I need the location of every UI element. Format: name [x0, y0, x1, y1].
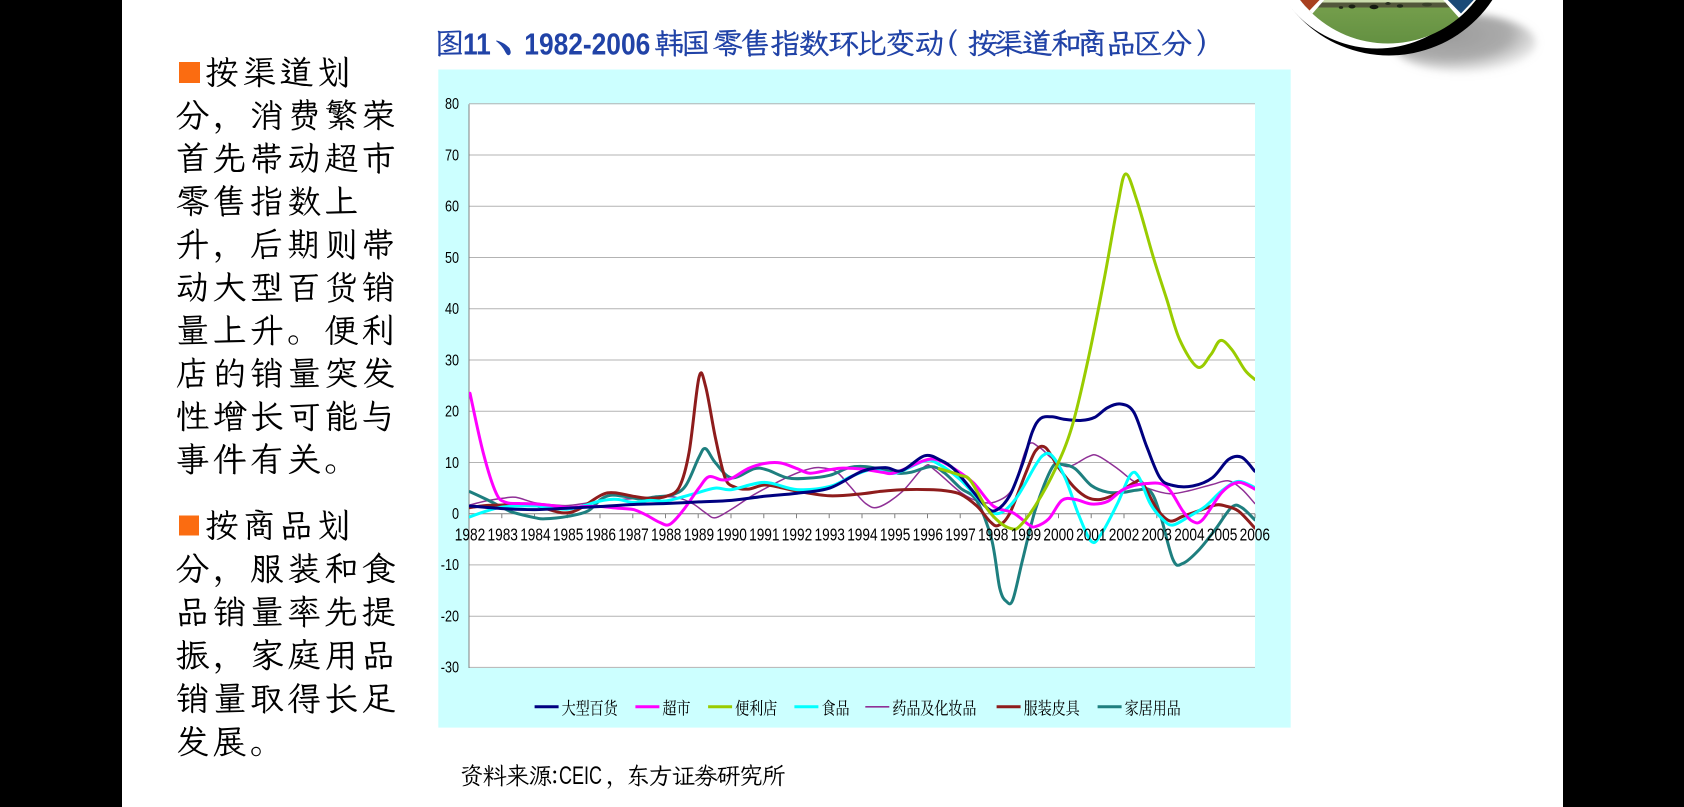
svg-text:-10: -10: [441, 557, 459, 575]
svg-text:50: 50: [445, 250, 459, 268]
svg-text:1985: 1985: [553, 526, 584, 545]
svg-text:1983: 1983: [487, 526, 518, 545]
svg-text:-30: -30: [441, 659, 459, 677]
svg-text:CEIC: CEIC: [559, 761, 602, 790]
svg-text:80: 80: [445, 96, 459, 114]
svg-text:1986: 1986: [586, 526, 617, 545]
svg-text:1988: 1988: [651, 526, 682, 545]
svg-text:0: 0: [452, 506, 459, 524]
svg-text:1994: 1994: [847, 526, 878, 545]
svg-text:1992: 1992: [782, 526, 813, 545]
svg-text:2006: 2006: [1240, 526, 1271, 545]
svg-text:1995: 1995: [880, 526, 911, 545]
svg-text:2002: 2002: [1109, 526, 1140, 545]
svg-text:1990: 1990: [716, 526, 747, 545]
svg-text:2000: 2000: [1043, 526, 1074, 545]
svg-text:-20: -20: [441, 608, 459, 626]
svg-text:1991: 1991: [749, 526, 780, 545]
svg-text:2003: 2003: [1141, 526, 1172, 545]
svg-text:1997: 1997: [945, 526, 976, 545]
svg-text:1993: 1993: [814, 526, 845, 545]
svg-text:1984: 1984: [520, 526, 551, 545]
svg-text:1996: 1996: [913, 526, 944, 545]
svg-text:1998: 1998: [978, 526, 1009, 545]
svg-text:40: 40: [445, 301, 459, 319]
svg-text:1982-2006: 1982-2006: [524, 28, 650, 62]
svg-text:30: 30: [445, 352, 459, 370]
svg-text:1999: 1999: [1011, 526, 1042, 545]
svg-text:20: 20: [445, 403, 459, 421]
svg-text:60: 60: [445, 198, 459, 216]
svg-text:2001: 2001: [1076, 526, 1107, 545]
svg-text:2005: 2005: [1207, 526, 1238, 545]
svg-text:2004: 2004: [1174, 526, 1205, 545]
svg-text:10: 10: [445, 455, 459, 473]
svg-text:1982: 1982: [455, 526, 486, 545]
svg-text:11: 11: [463, 28, 491, 62]
svg-text:1987: 1987: [618, 526, 649, 545]
svg-text:1989: 1989: [684, 526, 715, 545]
svg-text:70: 70: [445, 147, 459, 165]
